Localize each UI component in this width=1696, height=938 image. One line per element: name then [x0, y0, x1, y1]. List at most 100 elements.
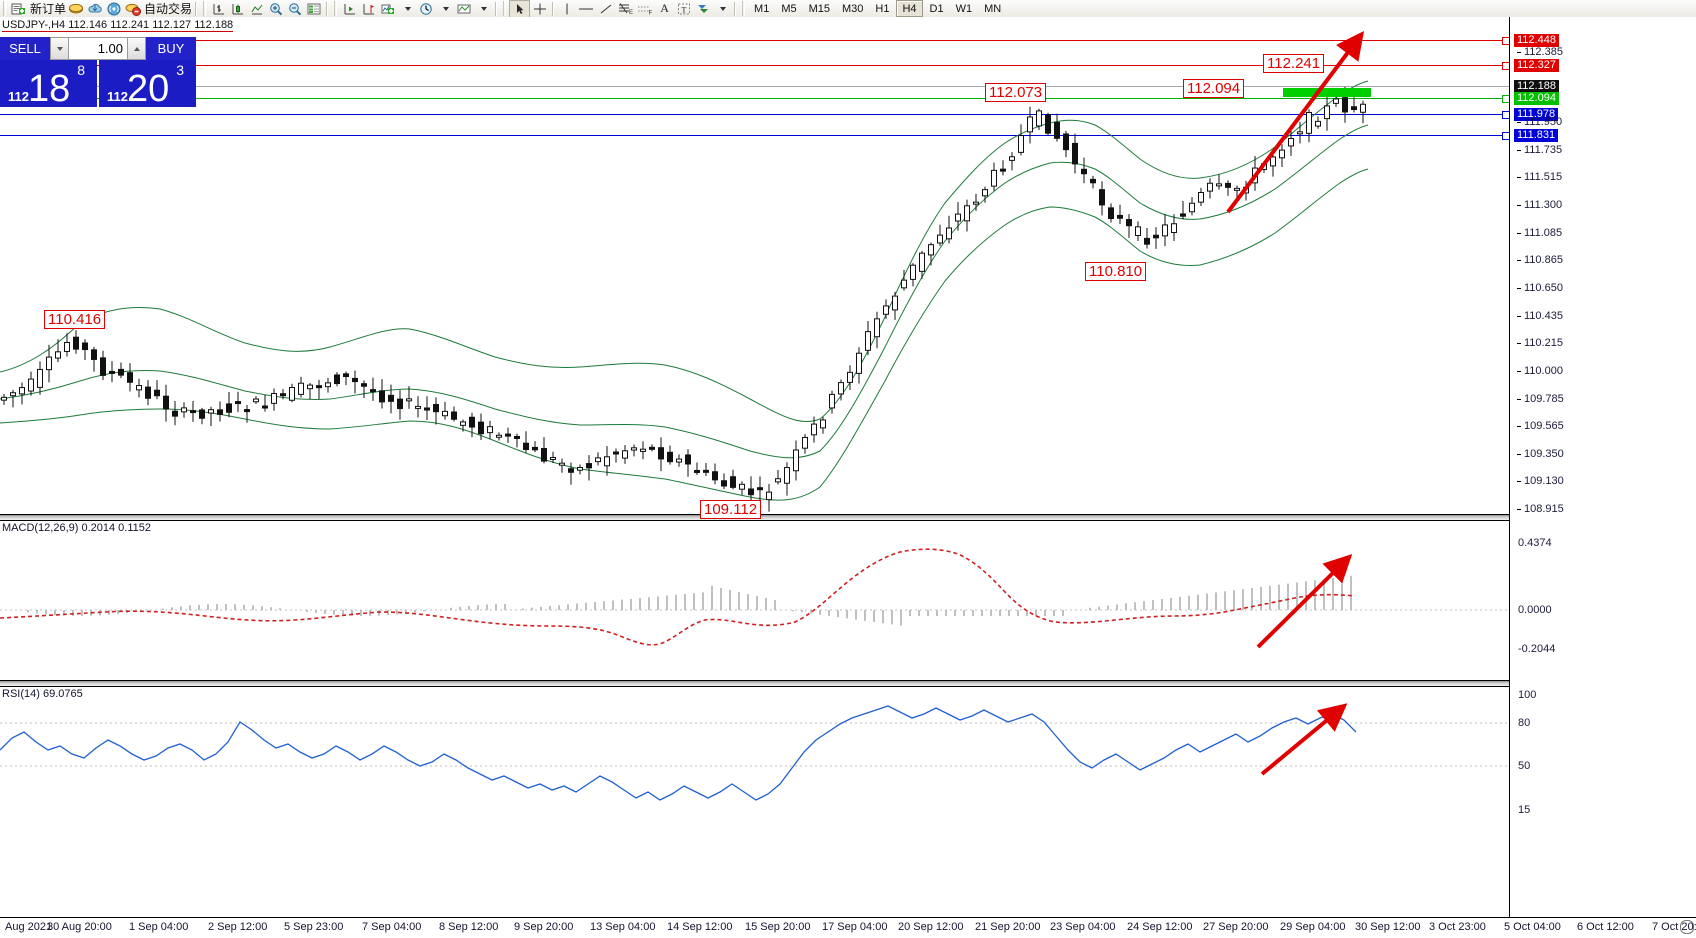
price-annotation-110-416[interactable]: 110.416	[44, 310, 106, 329]
level-line-ask-upper	[0, 40, 1510, 41]
toolbar-grip-3[interactable]	[332, 1, 340, 16]
price-label-111-831[interactable]: 111.831	[1514, 129, 1559, 142]
buy-price-main: 20	[127, 68, 170, 110]
sell-price-fraction: 8	[77, 62, 85, 78]
timeframe-button-m1[interactable]: M1	[754, 2, 770, 15]
rsi-scale-label-50: 50	[1518, 760, 1531, 772]
price-label-112-327[interactable]: 112.327	[1514, 59, 1559, 72]
volume-decrement-button[interactable]	[51, 38, 69, 59]
cloud-icon[interactable]	[85, 1, 104, 17]
time-axis-tick: Aug 2021	[5, 921, 53, 933]
volume-stepper[interactable]: 1.00	[50, 37, 146, 60]
chart-shift-icon[interactable]	[359, 1, 378, 17]
level-line-bid	[0, 98, 1510, 99]
level-line-support-2	[0, 135, 1510, 136]
expert-advisor-icon[interactable]	[66, 1, 85, 17]
price-label-111-978[interactable]: 111.978	[1514, 108, 1559, 121]
toolbar-grip-5[interactable]	[740, 1, 748, 16]
toolbar-grip-2[interactable]	[201, 1, 209, 16]
sell-button[interactable]: SELL	[0, 37, 50, 60]
svg-text:T: T	[681, 5, 686, 14]
new-order-icon[interactable]	[9, 1, 28, 17]
timeframe-button-h4[interactable]: H4	[896, 0, 923, 17]
text-label-icon[interactable]: T	[674, 1, 693, 17]
candlestick-chart-icon[interactable]	[228, 1, 247, 17]
price-annotation-112-241[interactable]: 112.241	[1263, 54, 1325, 73]
rsi-separator[interactable]	[0, 680, 1510, 687]
time-axis-tick: 15 Sep 20:00	[745, 921, 811, 933]
auto-trading-icon[interactable]	[123, 1, 142, 17]
timeframe-group: M1 M5 M15 M30 H1 H4 D1 W1 MN	[748, 0, 1007, 17]
time-axis-tick: 30 Sep 12:00	[1355, 921, 1421, 933]
timeframe-button-mn[interactable]: MN	[984, 2, 1002, 15]
indicators-dropdown-icon[interactable]	[397, 1, 416, 17]
main-toolbar: 新订单 自动交易	[0, 0, 1696, 18]
one-click-trading-panel[interactable]: SELL 1.00 BUY 112 18 8 112 20 3	[0, 37, 196, 110]
current-price-highlight	[1283, 88, 1371, 97]
price-scale[interactable]: 112.448 112.385 112.327 112.188 112.094 111.9…	[1509, 17, 1696, 918]
rsi-trend-arrow	[1260, 703, 1348, 776]
timeframe-button-d1[interactable]: D1	[929, 2, 944, 15]
toolbar-separator-4	[552, 1, 555, 16]
chart-canvas[interactable]: USDJPY-,H4 112.146 112.241 112.127 112.1…	[0, 17, 1696, 938]
timeframe-button-m30[interactable]: M30	[842, 2, 864, 15]
price-annotation-109-112[interactable]: 109.112	[700, 500, 762, 519]
buy-button[interactable]: BUY	[146, 37, 196, 60]
price-label-112-188[interactable]: 112.188	[1514, 80, 1559, 93]
price-label-112-385: 112.385	[1514, 46, 1566, 59]
fibonacci-icon[interactable]: E	[615, 1, 635, 17]
objects-icon[interactable]	[693, 1, 712, 17]
crosshair-icon[interactable]	[530, 1, 549, 17]
price-label-112-448[interactable]: 112.448	[1514, 34, 1559, 47]
price-label-108-915: 108.915	[1514, 503, 1567, 516]
buy-price-fraction: 3	[176, 62, 184, 78]
horizontal-line-icon[interactable]	[576, 1, 596, 17]
line-chart-icon[interactable]	[247, 1, 266, 17]
volume-increment-button[interactable]	[127, 38, 145, 59]
time-axis-tick: 1 Sep 04:00	[129, 921, 189, 933]
equidistant-channel-icon[interactable]: F	[635, 1, 655, 17]
svg-text:F: F	[649, 10, 653, 16]
timeframe-button-m15[interactable]: M15	[808, 2, 830, 15]
bar-chart-icon[interactable]	[209, 1, 228, 17]
price-annotation-112-073[interactable]: 112.073	[985, 83, 1047, 102]
toolbar-grip-4[interactable]	[501, 1, 509, 16]
vertical-line-icon[interactable]	[557, 1, 576, 17]
zoom-in-icon[interactable]	[266, 1, 285, 17]
time-axis-tick: 29 Sep 04:00	[1280, 921, 1346, 933]
zoom-out-icon[interactable]	[285, 1, 304, 17]
buy-price-display[interactable]: 112 20 3	[99, 60, 196, 110]
price-annotation-110-810[interactable]: 110.810	[1085, 262, 1147, 281]
objects-dropdown-icon[interactable]	[712, 1, 731, 17]
chart-nav-handle[interactable]	[1680, 920, 1694, 934]
timeframe-button-w1[interactable]: W1	[955, 2, 973, 15]
cursor-icon[interactable]	[509, 0, 531, 18]
price-annotation-112-094[interactable]: 112.094	[1183, 79, 1245, 98]
price-label-109-130: 109.130	[1514, 475, 1567, 488]
price-label-109-350: 109.350	[1514, 448, 1567, 461]
data-window-icon[interactable]	[304, 1, 323, 17]
volume-input[interactable]: 1.00	[97, 41, 123, 56]
templates-icon[interactable]	[454, 1, 473, 17]
periods-icon[interactable]	[416, 1, 435, 17]
toolbar-grip[interactable]	[1, 1, 8, 16]
templates-dropdown-icon[interactable]	[473, 1, 492, 17]
timeframe-button-h1[interactable]: H1	[875, 2, 890, 15]
signals-icon[interactable]	[104, 1, 123, 17]
sell-price-display[interactable]: 112 18 8	[0, 60, 97, 110]
rsi-scale-label-15: 15	[1518, 804, 1531, 816]
trendline-icon[interactable]	[596, 1, 615, 17]
toolbar-separator	[195, 1, 198, 16]
timeframe-button-m5[interactable]: M5	[781, 2, 797, 15]
price-label-111-300: 111.300	[1514, 199, 1565, 212]
auto-trading-label[interactable]: 自动交易	[144, 2, 193, 16]
new-order-label[interactable]: 新订单	[30, 2, 67, 16]
time-axis[interactable]: Aug 2021 30 Aug 20:00 1 Sep 04:00 2 Sep 12:…	[0, 917, 1696, 938]
time-axis-tick: 3 Oct 23:00	[1429, 921, 1486, 933]
price-label-112-094[interactable]: 112.094	[1514, 92, 1559, 105]
indicators-icon[interactable]	[378, 1, 397, 17]
toolbar-separator-3	[495, 1, 498, 16]
text-icon[interactable]: A	[660, 1, 669, 15]
autoscroll-icon[interactable]	[340, 1, 359, 17]
periods-dropdown-icon[interactable]	[435, 1, 454, 17]
